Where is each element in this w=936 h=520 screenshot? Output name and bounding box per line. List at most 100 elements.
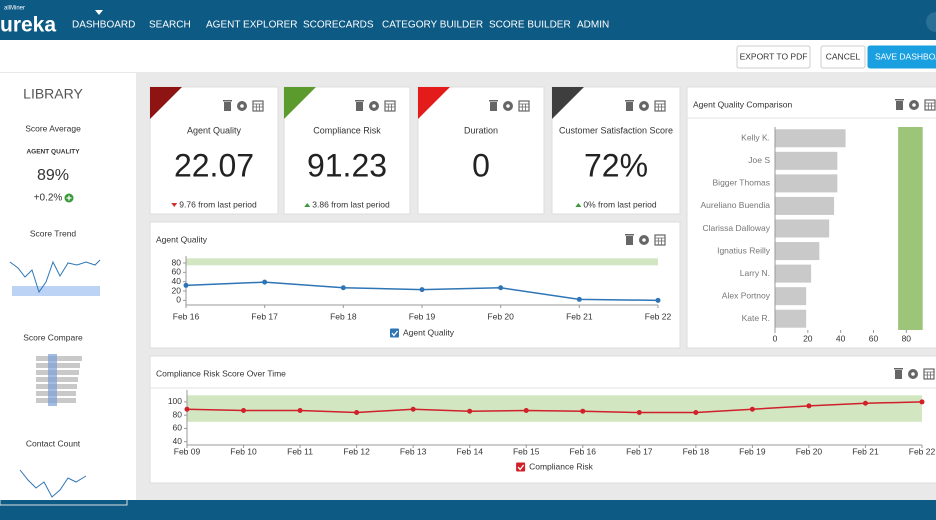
- legend-check: [391, 330, 398, 337]
- delete-icon[interactable]: [224, 102, 231, 111]
- data-point: [806, 403, 812, 409]
- nav-item[interactable]: SCORECARDS: [303, 20, 374, 31]
- nav-caret: [95, 10, 103, 15]
- delete-icon[interactable]: [626, 102, 633, 111]
- kpi-change: 3.86 from last period: [312, 199, 390, 209]
- nav-item[interactable]: SCORE BUILDER: [489, 20, 571, 31]
- legend-check: [517, 464, 525, 471]
- kpi-flag: [418, 87, 450, 119]
- y-tick-label: Alex Portnoy: [722, 290, 771, 300]
- settings-icon-hole: [372, 104, 376, 108]
- x-tick-label: Feb 19: [409, 311, 436, 321]
- x-tick-label: Feb 17: [251, 311, 278, 321]
- bar: [775, 129, 846, 148]
- kpi-change: 9.76 from last period: [179, 199, 257, 209]
- kpi-card: [417, 86, 545, 215]
- calendar-icon[interactable]: [654, 234, 666, 246]
- kpi-card: [283, 86, 411, 215]
- calendar-icon-grid: [519, 103, 529, 111]
- bar: [775, 219, 830, 238]
- delete-icon-lid[interactable]: [894, 368, 903, 370]
- y-tick-label: Kelly K.: [741, 133, 770, 143]
- data-point: [655, 297, 661, 303]
- calendar-icon[interactable]: [252, 100, 264, 112]
- data-point: [241, 408, 247, 414]
- calendar-icon-grid: [253, 103, 263, 111]
- x-tick-label: Feb 20: [487, 311, 514, 321]
- library-widget-title: Score Average: [25, 123, 81, 133]
- legend-checkbox[interactable]: [516, 462, 526, 472]
- x-tick-label: Feb 14: [456, 446, 483, 456]
- series-line: [186, 401, 923, 414]
- settings-icon-hole: [642, 238, 646, 242]
- data-point: [467, 408, 473, 414]
- library-widget-title: Contact Count: [26, 438, 81, 448]
- nav-item[interactable]: CATEGORY BUILDER: [382, 20, 483, 31]
- x-tick-label: Feb 09: [174, 446, 201, 456]
- data-point: [693, 410, 699, 416]
- delete-icon-lid[interactable]: [223, 100, 232, 102]
- bar: [775, 264, 812, 283]
- delete-icon[interactable]: [895, 370, 902, 379]
- thumb-line: [19, 469, 87, 498]
- calendar-icon-grid: [655, 103, 665, 111]
- calendar-icon-grid: [925, 102, 935, 110]
- nav-item[interactable]: DASHBOARD: [72, 20, 135, 31]
- calendar-icon-grid: [385, 103, 395, 111]
- data-point: [410, 406, 416, 412]
- legend-checkbox[interactable]: [389, 328, 399, 338]
- data-point: [580, 408, 586, 414]
- button-label[interactable]: EXPORT TO PDF: [740, 51, 808, 61]
- button-label[interactable]: CANCEL: [826, 51, 861, 61]
- delete-icon-lid[interactable]: [625, 234, 634, 236]
- delete-icon-lid[interactable]: [355, 100, 364, 102]
- y-tick-label: Kate R.: [742, 313, 770, 323]
- delete-icon[interactable]: [356, 102, 363, 111]
- x-tick-label: Feb 18: [330, 311, 357, 321]
- button[interactable]: [820, 45, 866, 69]
- nav-item[interactable]: AGENT EXPLORER: [206, 20, 298, 31]
- delete-icon[interactable]: [490, 102, 497, 111]
- chart-title: Agent Quality Comparison: [693, 99, 792, 109]
- x-tick-label: 60: [869, 333, 879, 343]
- delete-icon-lid[interactable]: [895, 99, 904, 101]
- calendar-icon[interactable]: [518, 100, 530, 112]
- x-tick-label: 40: [836, 333, 846, 343]
- legend-label[interactable]: Agent Quality: [403, 327, 455, 337]
- kpi-value: 72%: [584, 147, 648, 183]
- kpi-change: 0% from last period: [583, 199, 656, 209]
- delete-icon[interactable]: [896, 101, 903, 110]
- x-tick-label: Feb 17: [626, 446, 653, 456]
- calendar-icon[interactable]: [654, 100, 666, 112]
- x-tick-label: Feb 22: [645, 311, 672, 321]
- x-tick-label: Feb 16: [570, 446, 597, 456]
- change-icon-plus: [66, 195, 72, 201]
- score-average-change: +0.2%: [34, 193, 63, 204]
- y-tick-label: Joe S: [748, 155, 770, 165]
- avatar[interactable]: [926, 12, 936, 32]
- library-widget-title: Score Compare: [23, 332, 83, 342]
- settings-icon-hole: [642, 104, 646, 108]
- button[interactable]: [736, 45, 811, 69]
- nav-item[interactable]: ADMIN: [577, 20, 609, 31]
- y-tick-label: Aureliano Buendia: [701, 200, 771, 210]
- calendar-icon[interactable]: [924, 99, 936, 111]
- thumb-line: [9, 259, 101, 294]
- bar: [775, 151, 838, 170]
- y-tick-label: 40: [172, 276, 182, 286]
- calendar-icon[interactable]: [923, 368, 935, 380]
- calendar-icon[interactable]: [384, 100, 396, 112]
- delete-icon-lid[interactable]: [625, 100, 634, 102]
- button-label[interactable]: SAVE DASHBOARD: [875, 51, 936, 61]
- button[interactable]: [867, 45, 936, 69]
- x-tick-label: Feb 19: [739, 446, 766, 456]
- x-tick-label: Feb 16: [173, 311, 200, 321]
- delete-icon[interactable]: [626, 236, 633, 245]
- delete-icon-lid[interactable]: [489, 100, 498, 102]
- kpi-change-arrow: [304, 203, 311, 207]
- nav-item[interactable]: SEARCH: [149, 20, 191, 31]
- data-point: [749, 406, 755, 412]
- legend-label[interactable]: Compliance Risk: [529, 461, 594, 471]
- target-band: [898, 127, 923, 330]
